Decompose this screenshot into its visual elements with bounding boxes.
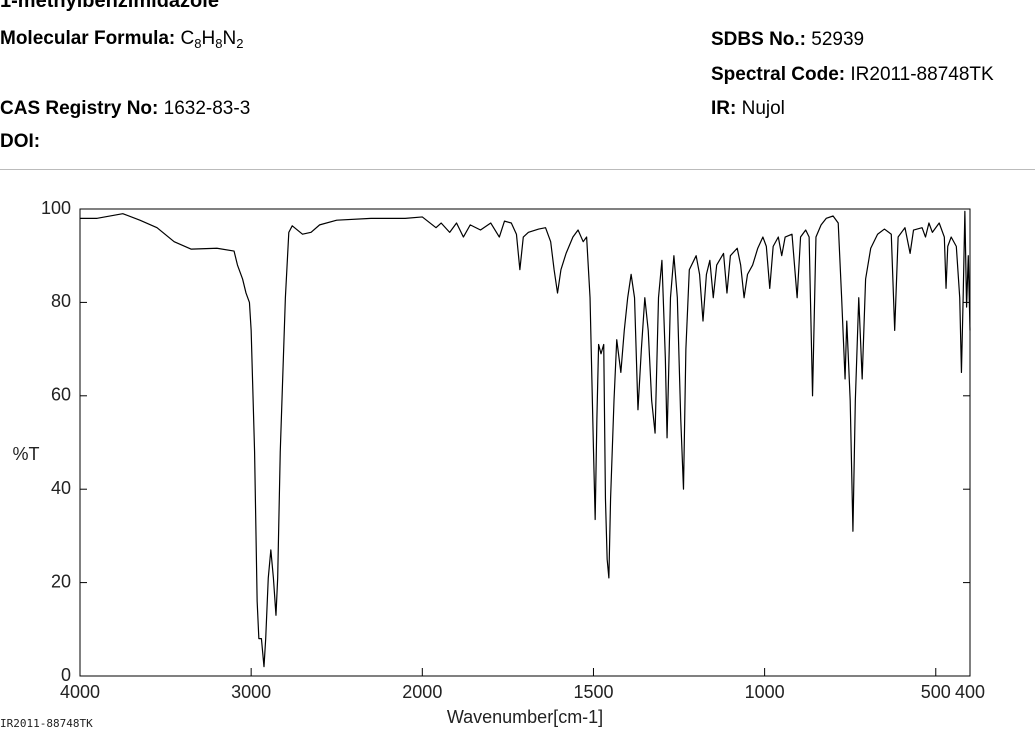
x-axis-label: Wavenumber[cm-1] <box>447 707 603 727</box>
cas-row: CAS Registry No: 1632-83-3 <box>0 98 250 120</box>
y-tick-label: 60 <box>51 385 71 405</box>
x-tick-label: 400 <box>955 682 985 702</box>
label: Molecular Formula: <box>0 28 176 49</box>
y-tick-label: 100 <box>41 198 71 218</box>
x-tick-label: 3000 <box>231 682 271 702</box>
x-tick-label: 500 <box>921 682 951 702</box>
x-tick-label: 1500 <box>573 682 613 702</box>
x-tick-label: 2000 <box>402 682 442 702</box>
footer-code: IR2011-88748TK <box>0 717 93 730</box>
ir-row: IR: Nujol <box>711 98 785 120</box>
compound-title: 1-methylbenzimidazole <box>0 0 219 12</box>
label: CAS Registry No: <box>0 98 159 119</box>
label: Spectral Code: <box>711 64 846 85</box>
count: 8 <box>194 36 202 51</box>
x-tick-label: 4000 <box>60 682 100 702</box>
label: IR: <box>711 98 737 119</box>
label: DOI: <box>0 131 41 152</box>
element: H <box>201 28 216 49</box>
value: 1632-83-3 <box>163 98 251 119</box>
value: Nujol <box>741 98 785 119</box>
label: SDBS No.: <box>711 29 806 50</box>
plot-frame <box>79 208 971 677</box>
formula-row: Molecular Formula: C8H8N2 <box>0 28 243 51</box>
y-tick-label: 40 <box>51 478 71 498</box>
code-row: Spectral Code: IR2011-88748TK <box>711 64 994 86</box>
element: C <box>180 28 195 49</box>
count: 8 <box>215 36 223 51</box>
formula: C8H8N2 <box>180 28 244 51</box>
y-tick-label: 20 <box>51 571 71 591</box>
x-tick-label: 1000 <box>745 682 785 702</box>
doi-row: DOI: <box>0 131 40 153</box>
y-axis-label: %T <box>13 444 40 464</box>
spectrum-line <box>80 210 971 668</box>
sdbs-row: SDBS No.: 52939 <box>711 29 864 51</box>
element: N <box>222 28 237 49</box>
y-tick-label: 80 <box>51 291 71 311</box>
y-tick-label: 0 <box>61 665 71 685</box>
value: IR2011-88748TK <box>850 64 994 85</box>
count: 2 <box>236 36 244 51</box>
value: 52939 <box>811 29 865 50</box>
separator <box>0 169 1035 170</box>
